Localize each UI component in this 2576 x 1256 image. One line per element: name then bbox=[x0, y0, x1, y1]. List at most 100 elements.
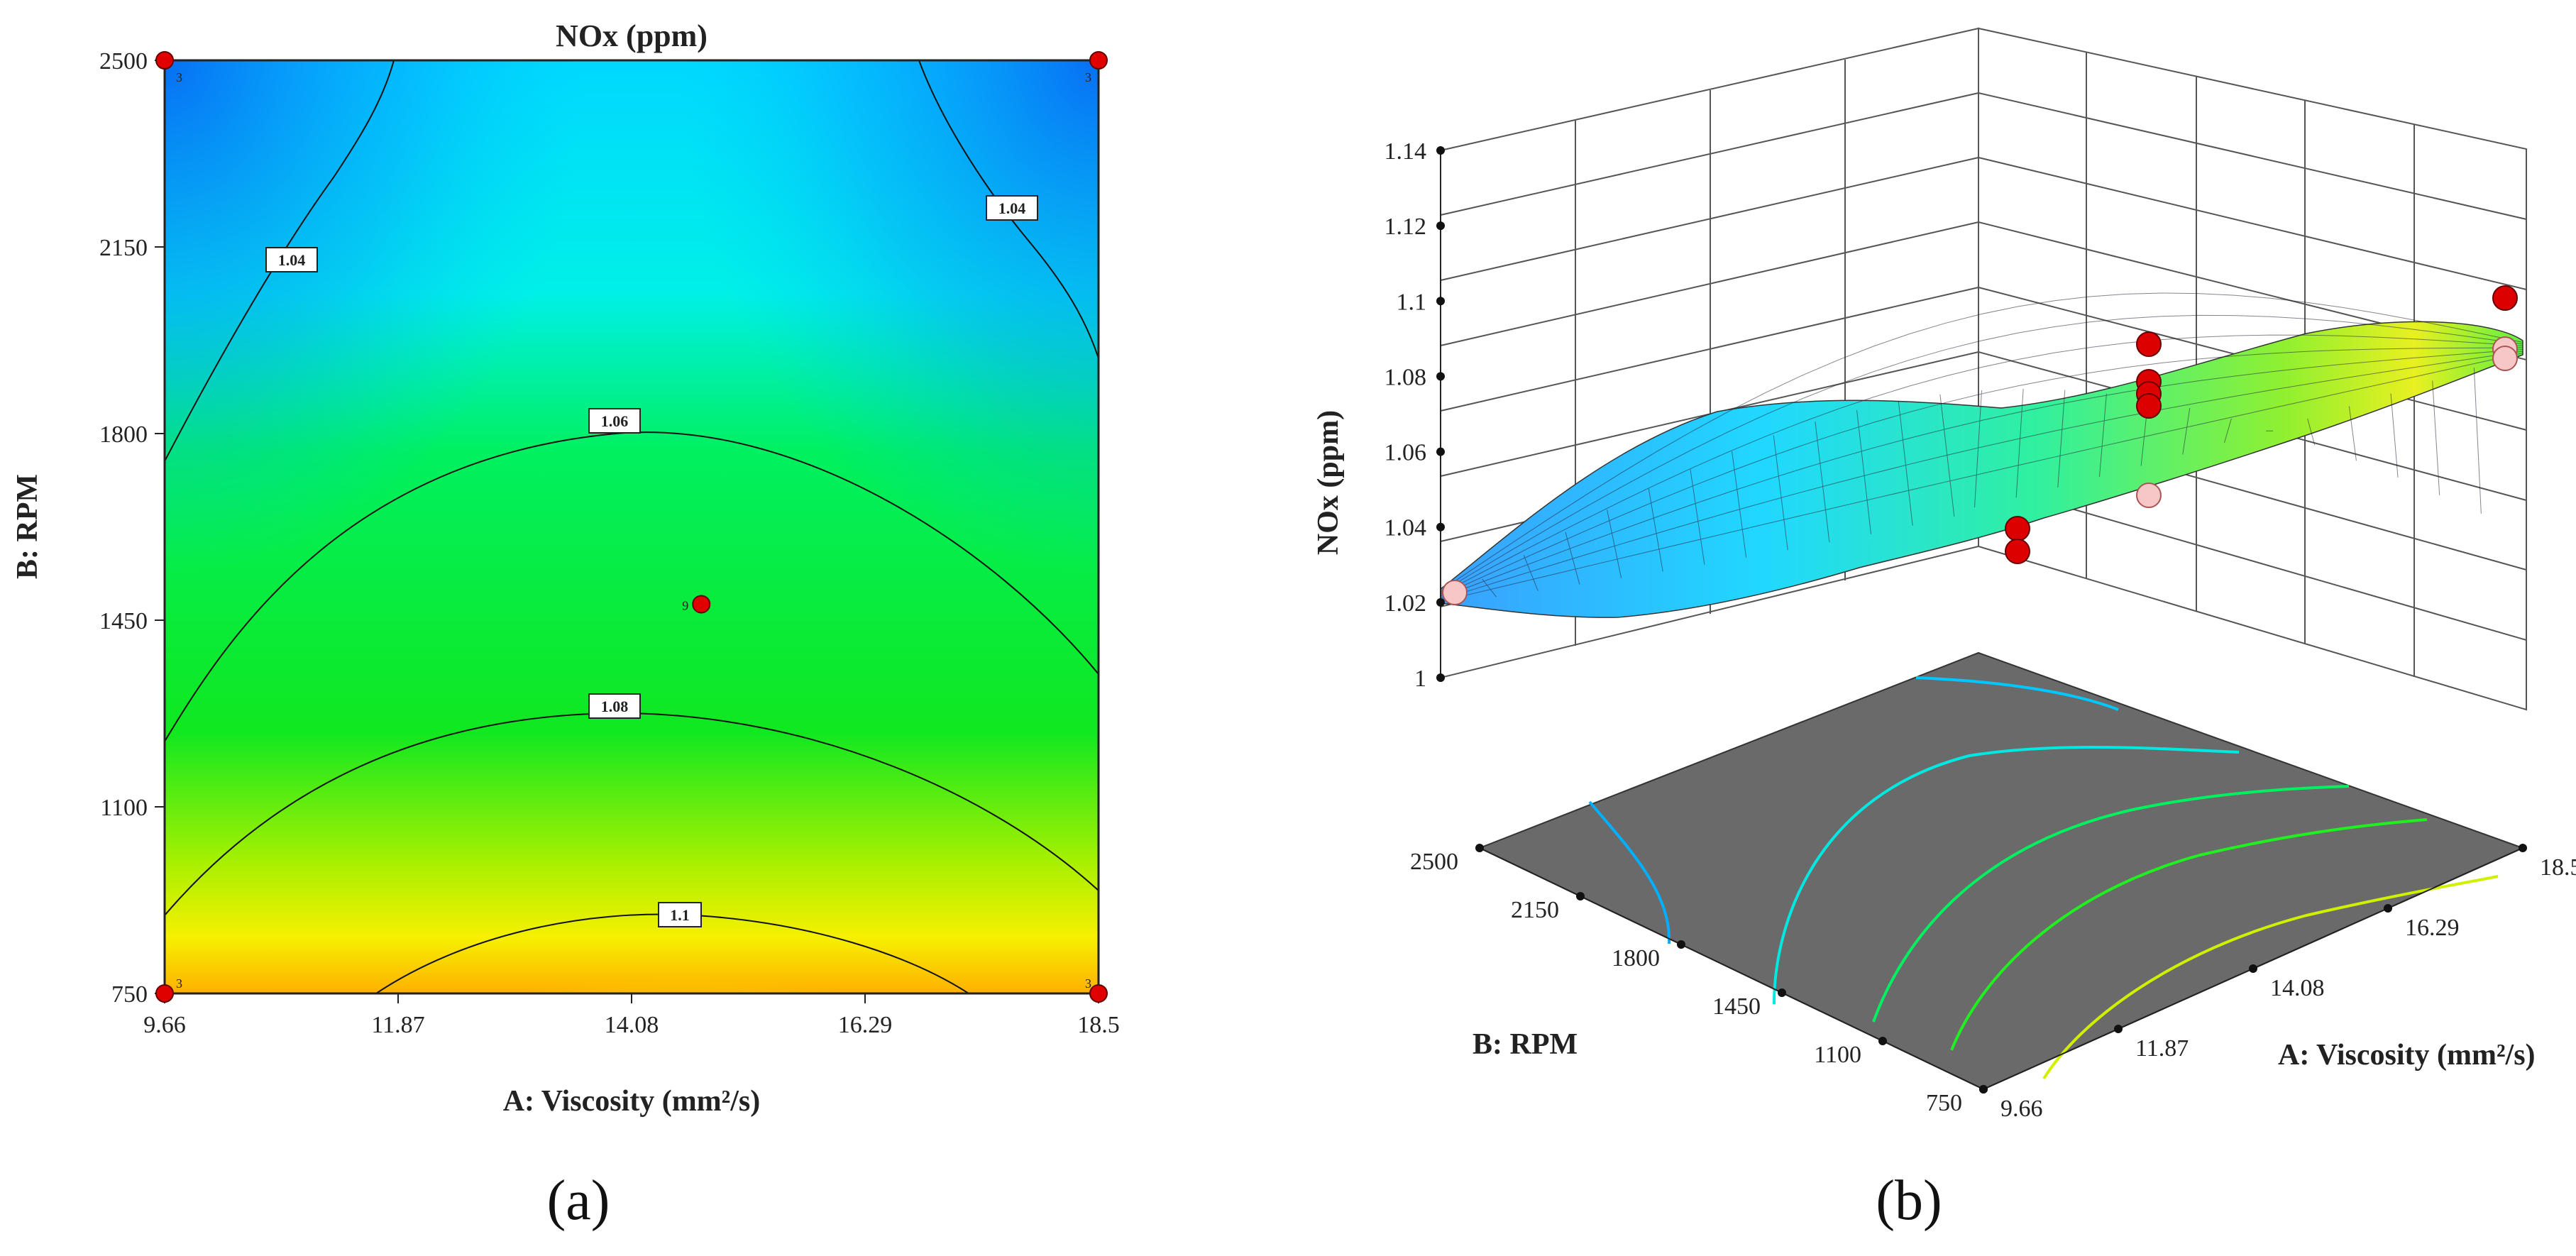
surface-mesh-line bbox=[1856, 409, 1872, 534]
surface-mesh-line bbox=[1440, 353, 2523, 602]
surface-mesh-line bbox=[2182, 407, 2191, 455]
viscosity-tick-mark bbox=[2519, 844, 2527, 852]
surface-mesh-line bbox=[1732, 451, 1747, 558]
panel-label-a: (a) bbox=[547, 1169, 610, 1232]
contour-design-points: 3 3 3 3 9 bbox=[155, 51, 1108, 1003]
surface-mesh-line bbox=[1939, 394, 1955, 517]
surface-mesh-line bbox=[1898, 400, 1913, 526]
z-tick-label: 1.04 bbox=[1385, 515, 1427, 541]
z-tick-label: 1.12 bbox=[1385, 214, 1427, 240]
surface-zlabel: NOx (ppm) bbox=[1312, 410, 1345, 555]
viscosity-tick-label: 16.29 bbox=[2405, 915, 2460, 941]
surface-xlabel: A: Viscosity (mm²/s) bbox=[2278, 1039, 2536, 1072]
surface-panel: 1 1.02 1.04 1.06 1.08 1.1 1.12 1.14 2500 2150 1800… bbox=[1312, 27, 2576, 1232]
surface-mesh-line bbox=[2098, 393, 2107, 478]
surface-mesh-line bbox=[1440, 351, 2523, 600]
surface-mesh-line bbox=[1440, 349, 2523, 598]
svg-text:1.1: 1.1 bbox=[670, 906, 690, 924]
z-tick-mark bbox=[1436, 447, 1445, 456]
svg-text:1.06: 1.06 bbox=[601, 412, 629, 430]
design-point-count: 9 bbox=[682, 598, 688, 612]
contour-label-5: 1.1 bbox=[658, 902, 702, 927]
z-tick-label: 1.14 bbox=[1385, 138, 1427, 165]
y-tick-label: 2500 bbox=[99, 48, 148, 75]
viscosity-tick-mark bbox=[2114, 1025, 2123, 1033]
surface-mesh-line bbox=[1607, 509, 1622, 578]
svg-text:1.04: 1.04 bbox=[998, 199, 1026, 217]
surface-mesh-line bbox=[1440, 347, 2523, 597]
viscosity-tick-mark bbox=[2384, 904, 2392, 913]
rpm-tick-label: 2150 bbox=[1511, 897, 1559, 923]
design-point-count: 3 bbox=[176, 976, 182, 991]
viscosity-tick-mark bbox=[2249, 964, 2257, 973]
design-point-count: 3 bbox=[1085, 976, 1091, 991]
y-tick-label: 1450 bbox=[99, 608, 148, 634]
surface-mesh-line bbox=[2057, 390, 2066, 487]
rpm-tick-mark bbox=[1475, 844, 1484, 852]
contour-title: NOx (ppm) bbox=[556, 18, 708, 53]
z-tick-mark bbox=[1436, 522, 1445, 531]
z-tick-label: 1.06 bbox=[1385, 440, 1427, 466]
y-tick-label: 1800 bbox=[99, 422, 148, 448]
design-point-count: 3 bbox=[176, 70, 182, 84]
design-point bbox=[155, 51, 174, 70]
rpm-tick-label: 1800 bbox=[1612, 945, 1660, 971]
surface-mesh-line bbox=[2390, 393, 2399, 478]
y-tick-label: 2150 bbox=[99, 235, 148, 261]
surface-mesh-line bbox=[2015, 388, 2024, 498]
surface-mesh-line bbox=[1815, 421, 1830, 543]
rpm-tick-label: 750 bbox=[1926, 1090, 1962, 1116]
floor-contours bbox=[1588, 676, 2499, 1080]
response-surface bbox=[1440, 292, 2523, 618]
surface-mesh-line bbox=[1523, 555, 1539, 591]
z-tick-label: 1.02 bbox=[1385, 590, 1427, 617]
design-point bbox=[155, 984, 174, 1003]
surface-mesh-line bbox=[1440, 334, 2523, 595]
contour-label-2: 1.04 bbox=[986, 195, 1038, 221]
contour-ylabel: B: RPM bbox=[11, 474, 44, 579]
surface-mesh-line bbox=[2307, 418, 2316, 446]
surface-mesh-line bbox=[2432, 380, 2440, 495]
z-tick-label: 1.1 bbox=[1397, 289, 1427, 315]
z-tick-mark bbox=[1436, 297, 1445, 306]
rpm-tick-mark bbox=[1878, 1037, 1887, 1045]
contour-label-4: 1.08 bbox=[588, 693, 641, 719]
viscosity-tick-mark bbox=[1979, 1085, 1988, 1094]
z-tick-mark bbox=[1436, 146, 1445, 155]
z-tick-mark bbox=[1436, 221, 1445, 231]
viscosity-tick-label: 18.5 bbox=[2540, 854, 2576, 881]
panel-label-b: (b) bbox=[1876, 1169, 1942, 1232]
contour-axis-ticks: 9.66 11.87 14.08 16.29 18.5 750 1100 1450 1800 21… bbox=[99, 48, 1120, 1038]
surface-mesh-line bbox=[2473, 368, 2482, 514]
surface-mesh-line bbox=[1482, 578, 1497, 597]
x-tick-label: 11.87 bbox=[371, 1012, 424, 1038]
svg-text:1.04: 1.04 bbox=[278, 251, 306, 269]
design-point bbox=[692, 595, 711, 614]
surface-ylabel: B: RPM bbox=[1473, 1028, 1578, 1061]
surface-mesh-line bbox=[1440, 292, 2523, 591]
contour-xlabel: A: Viscosity (mm²/s) bbox=[503, 1085, 761, 1118]
z-tick-mark bbox=[1436, 597, 1445, 607]
rpm-tick-mark bbox=[1576, 892, 1585, 900]
rpm-tick-mark bbox=[1677, 940, 1685, 949]
x-tick-label: 9.66 bbox=[143, 1012, 186, 1038]
x-tick-label: 14.08 bbox=[605, 1012, 659, 1038]
contour-line-1.04-right bbox=[918, 60, 1099, 359]
y-tick-label: 1100 bbox=[100, 795, 148, 821]
z-tick-label: 1.08 bbox=[1385, 364, 1427, 390]
rpm-tick-label: 1450 bbox=[1712, 993, 1761, 1020]
design-point-count: 3 bbox=[1085, 70, 1091, 84]
surface-mesh-line bbox=[1648, 488, 1663, 572]
surface-floor bbox=[1477, 651, 2525, 1091]
design-point bbox=[1089, 51, 1108, 70]
viscosity-tick-label: 11.87 bbox=[2135, 1035, 2189, 1062]
design-point bbox=[1089, 984, 1108, 1003]
surface-mesh-line bbox=[2348, 406, 2357, 461]
surface-mesh-line bbox=[1440, 314, 2523, 593]
contour-line-1.04-left bbox=[165, 60, 395, 462]
contour-label-3: 1.06 bbox=[588, 408, 641, 434]
surface-axis-ticks: 1 1.02 1.04 1.06 1.08 1.1 1.12 1.14 2500 2150 1800… bbox=[1385, 138, 2576, 1122]
surface-mesh-line bbox=[1974, 390, 1982, 508]
contour-label-1: 1.04 bbox=[265, 247, 318, 272]
